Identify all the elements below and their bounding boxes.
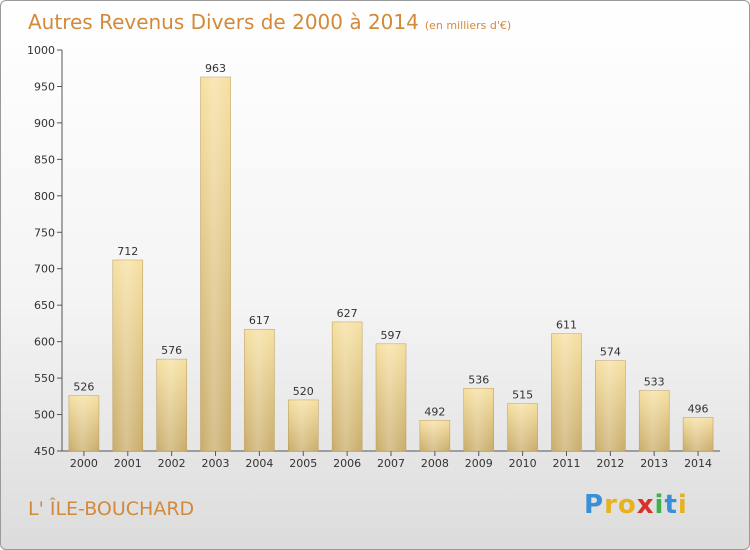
y-tick-label: 750 (34, 226, 55, 239)
bar-shine (683, 417, 714, 451)
bar-value-label: 617 (249, 314, 270, 327)
bar-value-label: 963 (205, 62, 226, 75)
y-tick-label: 850 (34, 153, 55, 166)
y-tick-label: 650 (34, 299, 55, 312)
logo-letter: o (617, 490, 637, 520)
bar-shine (156, 359, 187, 451)
bar-value-label: 576 (161, 344, 182, 357)
bar-value-label: 492 (424, 405, 445, 418)
bar-value-label: 533 (644, 375, 665, 388)
x-tick-label: 2011 (552, 457, 580, 470)
x-tick-label: 2014 (684, 457, 712, 470)
chart-title-text: Autres Revenus Divers de 2000 à 2014 (28, 10, 419, 34)
bar-value-label: 712 (117, 245, 138, 258)
x-tick-label: 2006 (333, 457, 361, 470)
chart-title: Autres Revenus Divers de 2000 à 2014 (en … (28, 10, 511, 34)
bar-value-label: 597 (381, 329, 402, 342)
x-tick-label: 2003 (202, 457, 230, 470)
y-tick-label: 800 (34, 190, 55, 203)
y-tick-label: 700 (34, 263, 55, 276)
x-tick-label: 2013 (640, 457, 668, 470)
bar-value-label: 574 (600, 346, 621, 359)
bar-shine (639, 390, 670, 451)
x-tick-label: 2005 (289, 457, 317, 470)
x-tick-label: 2000 (70, 457, 98, 470)
x-tick-label: 2004 (245, 457, 273, 470)
y-tick-label: 450 (34, 445, 55, 458)
bar-shine (200, 76, 231, 451)
logo-letter: t (664, 490, 678, 520)
logo-letter: r (604, 490, 618, 520)
logo-letter: i (677, 490, 688, 520)
x-axis: 2000 2001 2002 2003 2004 2005 2006 2007 2008 2009… (62, 450, 720, 470)
location-label: L' ÎLE-BOUCHARD (28, 498, 195, 520)
bar-shine (595, 360, 626, 451)
y-axis: 450 500 550 600 650 700 750 800 850 900 950 1000 (27, 44, 63, 458)
bar-value-label: 611 (556, 319, 577, 332)
bar-shine (112, 259, 143, 451)
bar-value-label: 515 (512, 389, 533, 402)
x-tick-label: 2002 (158, 457, 186, 470)
bar-shine (419, 420, 450, 451)
proxiti-logo[interactable]: Proxiti (584, 490, 688, 520)
bar-value-label: 496 (688, 402, 709, 415)
x-tick-label: 2012 (596, 457, 624, 470)
logo-letter: P (584, 490, 605, 520)
bar-shine (507, 403, 538, 451)
y-tick-label: 550 (34, 372, 55, 385)
logo-letter: i (654, 490, 665, 520)
bar-shine (551, 333, 582, 451)
logo-letter: x (636, 490, 655, 520)
x-tick-label: 2008 (421, 457, 449, 470)
x-tick-label: 2010 (509, 457, 537, 470)
bar-shine (288, 399, 319, 451)
bar-shine (376, 343, 406, 451)
y-tick-label: 500 (34, 409, 55, 422)
bar-shine (463, 388, 494, 451)
bar-shine (244, 329, 275, 451)
bar-value-label: 526 (73, 381, 94, 394)
bar-value-label: 520 (293, 385, 314, 398)
x-tick-label: 2007 (377, 457, 405, 470)
bar-value-label: 536 (468, 373, 489, 386)
y-tick-label: 900 (34, 117, 55, 130)
y-tick-label: 600 (34, 336, 55, 349)
x-tick-label: 2001 (114, 457, 142, 470)
y-tick-label: 950 (34, 80, 55, 93)
bar-shine (68, 395, 99, 451)
y-tick-label: 1000 (27, 44, 55, 57)
bar-value-label: 627 (337, 307, 358, 320)
chart-unit: (en milliers d'€) (424, 19, 512, 32)
bars: 526 712 576 963 617 520 627 597 492 536 515 611 574 5… (68, 62, 714, 452)
x-tick-label: 2009 (465, 457, 493, 470)
bar-shine (332, 321, 363, 451)
